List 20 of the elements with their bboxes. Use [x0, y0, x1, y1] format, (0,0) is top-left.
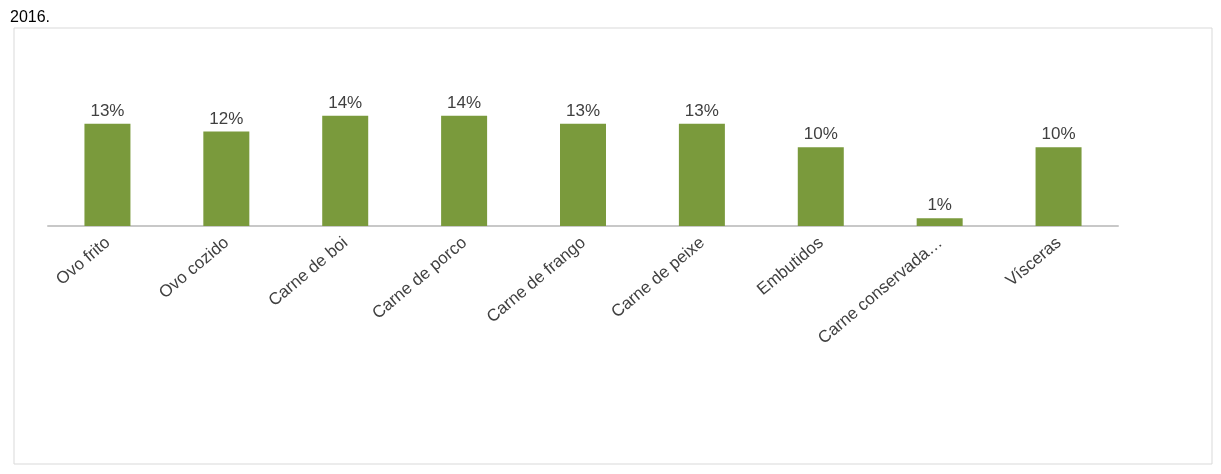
data-label: 13% [565, 100, 601, 120]
data-label: 12% [209, 108, 244, 128]
data-label: 13% [684, 100, 719, 120]
data-label: 14% [447, 92, 482, 112]
data-label: 14% [328, 92, 363, 112]
bar [322, 115, 369, 226]
bar [678, 123, 725, 226]
bar [560, 123, 606, 226]
bar [916, 218, 963, 226]
data-label: 10% [803, 124, 838, 144]
data-label: 13% [90, 100, 125, 120]
bar [441, 115, 488, 226]
data-label: 10% [1041, 124, 1076, 144]
text: 2016. [10, 7, 51, 25]
data-label: 1% [927, 195, 952, 215]
bar [797, 147, 844, 226]
bar [84, 123, 131, 226]
bar [1035, 147, 1082, 226]
x-tick-label: Ovo frito [52, 232, 114, 289]
bar [203, 131, 250, 226]
